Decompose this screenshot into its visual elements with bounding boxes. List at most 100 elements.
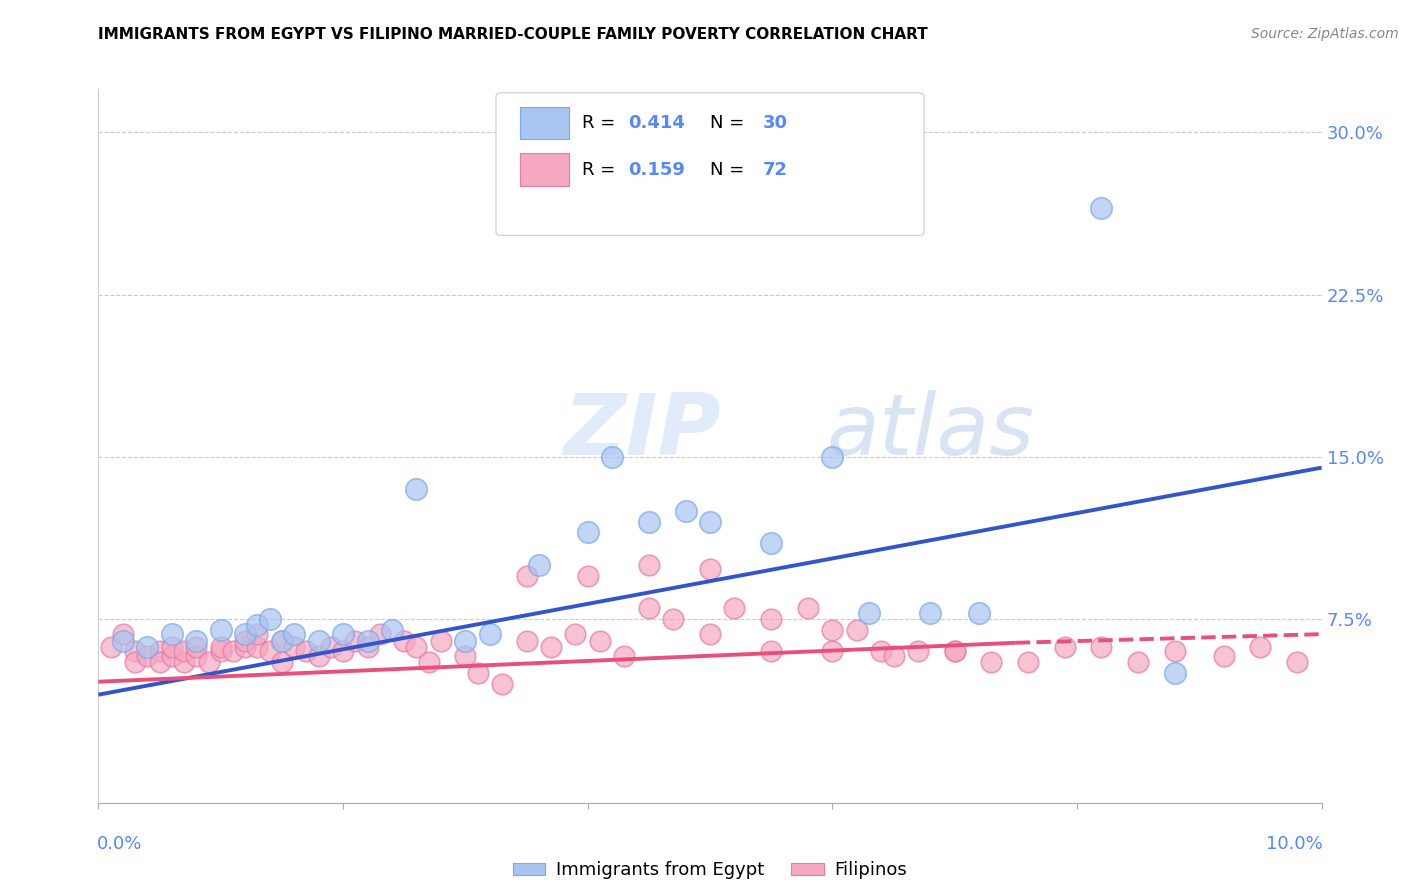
- Point: [821, 623, 844, 637]
- Point: [381, 623, 404, 637]
- Point: [759, 536, 782, 550]
- Point: [344, 633, 367, 648]
- Text: 30: 30: [762, 114, 787, 132]
- Legend: Immigrants from Egypt, Filipinos: Immigrants from Egypt, Filipinos: [505, 855, 915, 887]
- Point: [920, 606, 942, 620]
- Point: [540, 640, 562, 654]
- Point: [430, 633, 453, 648]
- Point: [516, 633, 538, 648]
- Point: [1164, 666, 1187, 681]
- Point: [454, 633, 477, 648]
- Text: N =: N =: [710, 114, 749, 132]
- Point: [111, 633, 134, 648]
- Point: [907, 644, 929, 658]
- Point: [637, 515, 661, 529]
- Point: [160, 648, 183, 663]
- Point: [259, 644, 281, 658]
- Point: [1164, 644, 1187, 658]
- Point: [516, 568, 538, 582]
- Point: [209, 640, 232, 654]
- Point: [173, 644, 195, 658]
- Point: [821, 450, 844, 464]
- Point: [478, 627, 501, 641]
- Text: Source: ZipAtlas.com: Source: ZipAtlas.com: [1251, 27, 1399, 41]
- Point: [699, 627, 721, 641]
- Point: [564, 627, 586, 641]
- Point: [759, 612, 782, 626]
- Point: [160, 640, 183, 654]
- Point: [246, 618, 269, 632]
- Point: [637, 558, 661, 572]
- Text: 10.0%: 10.0%: [1267, 835, 1323, 853]
- Point: [283, 640, 305, 654]
- Point: [100, 640, 122, 654]
- Point: [356, 640, 378, 654]
- Text: IMMIGRANTS FROM EGYPT VS FILIPINO MARRIED-COUPLE FAMILY POVERTY CORRELATION CHAR: IMMIGRANTS FROM EGYPT VS FILIPINO MARRIE…: [98, 27, 928, 42]
- Point: [576, 525, 599, 540]
- Point: [1128, 655, 1150, 669]
- FancyBboxPatch shape: [496, 93, 924, 235]
- Point: [308, 633, 330, 648]
- Point: [662, 612, 685, 626]
- Point: [149, 644, 172, 658]
- Point: [308, 648, 330, 663]
- Point: [797, 601, 820, 615]
- Point: [699, 562, 721, 576]
- Point: [209, 644, 232, 658]
- Point: [124, 644, 146, 658]
- Point: [186, 633, 208, 648]
- Point: [467, 666, 489, 681]
- Point: [246, 627, 269, 641]
- Point: [124, 655, 146, 669]
- Point: [1286, 655, 1309, 669]
- Point: [270, 633, 292, 648]
- Text: atlas: atlas: [827, 390, 1035, 474]
- Point: [246, 640, 269, 654]
- Point: [870, 644, 893, 658]
- Point: [136, 640, 159, 654]
- Point: [845, 623, 868, 637]
- Text: N =: N =: [710, 161, 749, 178]
- Point: [821, 644, 844, 658]
- Point: [675, 504, 697, 518]
- Text: 0.414: 0.414: [628, 114, 685, 132]
- Point: [454, 648, 477, 663]
- Point: [233, 633, 256, 648]
- Point: [270, 655, 292, 669]
- Point: [723, 601, 745, 615]
- Point: [943, 644, 966, 658]
- Point: [173, 655, 195, 669]
- Point: [1212, 648, 1234, 663]
- Point: [186, 640, 208, 654]
- Point: [368, 627, 391, 641]
- Point: [197, 655, 219, 669]
- Point: [356, 633, 378, 648]
- Point: [233, 640, 256, 654]
- Point: [222, 644, 245, 658]
- Point: [233, 627, 256, 641]
- Point: [405, 482, 427, 496]
- Point: [613, 648, 636, 663]
- Text: R =: R =: [582, 114, 620, 132]
- Text: R =: R =: [582, 161, 620, 178]
- Point: [980, 655, 1002, 669]
- Point: [1017, 655, 1039, 669]
- Point: [1090, 640, 1112, 654]
- Point: [1090, 201, 1112, 215]
- Text: ZIP: ZIP: [564, 390, 721, 474]
- Point: [943, 644, 966, 658]
- Point: [637, 601, 661, 615]
- Point: [111, 627, 134, 641]
- Point: [319, 640, 342, 654]
- Text: 72: 72: [762, 161, 787, 178]
- FancyBboxPatch shape: [520, 107, 569, 139]
- Point: [1249, 640, 1271, 654]
- Point: [600, 450, 623, 464]
- Point: [858, 606, 880, 620]
- Text: 0.0%: 0.0%: [97, 835, 142, 853]
- Point: [332, 627, 354, 641]
- Point: [295, 644, 318, 658]
- Point: [209, 623, 232, 637]
- Point: [418, 655, 440, 669]
- FancyBboxPatch shape: [520, 153, 569, 186]
